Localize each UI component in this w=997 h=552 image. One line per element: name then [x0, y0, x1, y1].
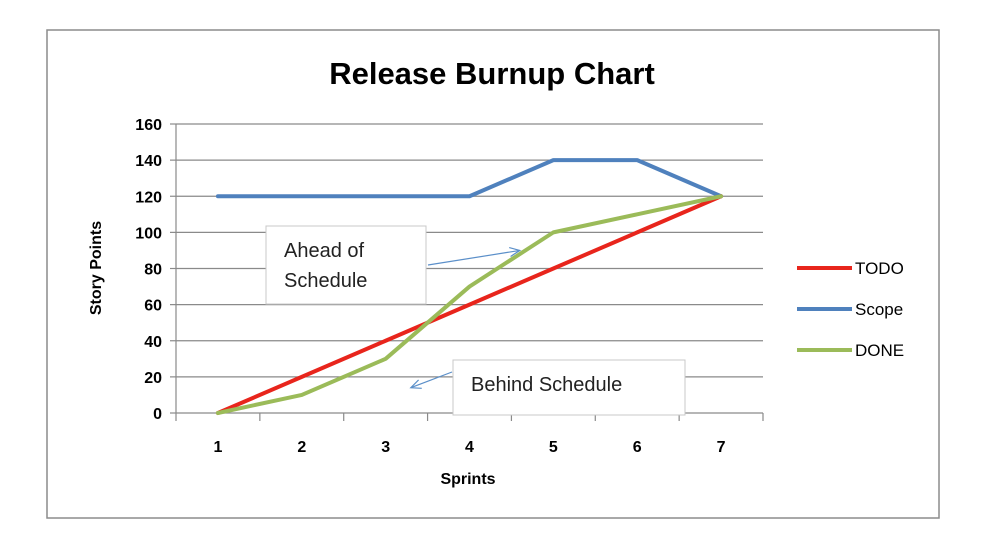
x-tick-label: 4	[465, 439, 474, 456]
legend-label: TODO	[855, 259, 904, 278]
y-tick-label: 100	[135, 225, 162, 242]
y-tick-label: 160	[135, 117, 162, 134]
y-tick-label: 60	[144, 298, 162, 315]
y-tick-label: 0	[153, 406, 162, 423]
callout-arrowhead	[409, 379, 422, 389]
callout-arrow-line	[410, 371, 453, 389]
x-tick-label: 6	[633, 439, 642, 456]
callout-arrow-line	[427, 249, 520, 266]
callout-text: Behind Schedule	[471, 374, 622, 396]
y-tick-label: 20	[144, 370, 162, 387]
callout-box	[452, 359, 686, 416]
y-tick-label: 80	[144, 262, 162, 279]
x-tick-label: 5	[549, 439, 558, 456]
legend-label: DONE	[855, 341, 904, 360]
callout-box	[265, 225, 427, 305]
callout-2: Behind Schedule	[409, 359, 686, 416]
callouts: Ahead of Schedule Behind Schedule	[265, 225, 686, 416]
series-line-scope	[215, 158, 724, 199]
legend: TODO Scope DONE	[797, 259, 904, 360]
callout-text: Ahead of	[284, 240, 365, 262]
legend-item-todo: TODO	[797, 259, 904, 278]
y-axis-title: Story Points	[88, 221, 105, 315]
chart-frame	[46, 29, 940, 519]
legend-item-scope: Scope	[797, 300, 903, 319]
x-tick-label: 3	[381, 439, 390, 456]
x-tick-label: 1	[213, 439, 222, 456]
x-tick-label: 7	[717, 439, 726, 456]
x-tick-labels: 1 2 3 4 5 6 7	[213, 439, 725, 456]
series-line-todo	[215, 194, 724, 415]
legend-item-done: DONE	[797, 341, 904, 360]
y-tick-label: 120	[135, 189, 162, 206]
data-series	[215, 158, 724, 415]
series-line-done	[215, 194, 724, 415]
x-tick-label: 2	[297, 439, 306, 456]
x-axis-title: Sprints	[440, 471, 495, 488]
callout-text: Schedule	[284, 270, 367, 292]
legend-label: Scope	[855, 300, 903, 319]
y-tick-labels: 0 20 40 60 80 100 120 140 160	[135, 117, 162, 423]
chart-title: Release Burnup Chart	[329, 56, 655, 91]
y-tick-label: 40	[144, 334, 162, 351]
callout-arrowhead	[509, 247, 522, 257]
y-tick-label: 140	[135, 153, 162, 170]
callout-1: Ahead of Schedule	[265, 225, 522, 305]
